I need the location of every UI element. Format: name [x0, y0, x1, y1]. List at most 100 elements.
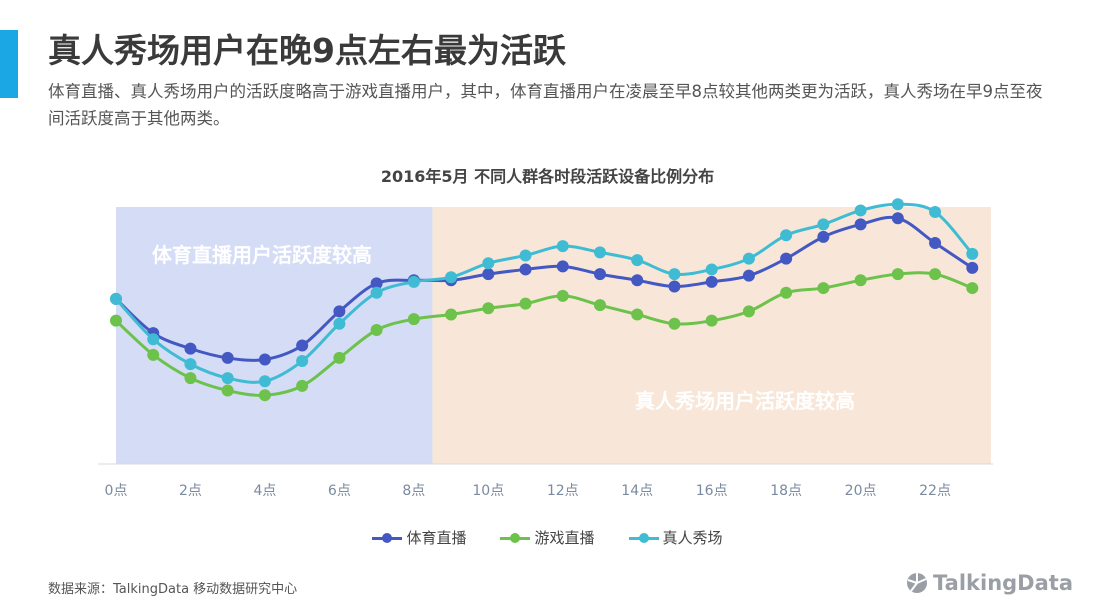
series-1-point-2	[184, 372, 197, 385]
series-0-point-4	[258, 353, 271, 366]
series-0-point-19	[817, 230, 830, 243]
legend-item-game: 游戏直播	[500, 527, 595, 548]
accent-bar	[0, 30, 18, 98]
page-title: 真人秀场用户在晚9点左右最为活跃	[48, 31, 566, 70]
series-2-point-15	[668, 268, 681, 281]
series-0-point-2	[184, 342, 197, 355]
legend-item-sports: 体育直播	[372, 527, 466, 548]
legend-swatch-sports	[372, 530, 403, 546]
series-2-point-23	[966, 247, 979, 260]
series-2-point-3	[221, 372, 234, 385]
x-tick-label-7: 14点	[621, 483, 653, 499]
series-0-point-23	[966, 261, 979, 274]
series-1-point-7	[370, 323, 383, 336]
series-2-point-2	[184, 358, 197, 371]
series-0-point-20	[854, 218, 867, 231]
x-tick-label-3: 6点	[328, 483, 351, 499]
series-2-point-14	[631, 254, 644, 267]
series-2-point-16	[705, 263, 718, 276]
series-2-point-19	[817, 218, 830, 231]
series-1-point-9	[445, 308, 458, 321]
series-1-point-8	[407, 313, 420, 326]
legend-label-show: 真人秀场	[662, 529, 723, 547]
series-2-point-13	[593, 246, 606, 259]
legend-swatch-game	[500, 530, 531, 546]
region-band-0	[116, 207, 433, 464]
series-2-point-20	[854, 204, 867, 217]
series-1-point-18	[780, 286, 793, 299]
series-2-point-18	[780, 229, 793, 242]
series-1-point-15	[668, 317, 681, 330]
series-2-point-5	[296, 355, 309, 368]
series-1-point-23	[966, 282, 979, 295]
legend-label-sports: 体育直播	[406, 529, 467, 547]
x-tick-label-1: 2点	[179, 483, 202, 499]
series-1-point-0	[110, 314, 122, 327]
brand-name: TalkingData	[933, 571, 1073, 595]
series-0-point-18	[780, 252, 793, 265]
page-subtitle: 体育直播、真人秀场用户的活跃度略高于游戏直播用户，其中，体育直播用户在凌晨至早8…	[48, 82, 1043, 128]
legend-label-game: 游戏直播	[534, 529, 595, 547]
series-1-point-21	[891, 268, 904, 281]
series-1-point-1	[147, 348, 160, 361]
brand-icon	[907, 573, 928, 593]
series-0-point-21	[891, 212, 904, 225]
legend-swatch-show	[628, 530, 659, 546]
region-label-0: 体育直播用户活跃度较高	[152, 243, 372, 267]
series-1-point-22	[929, 268, 942, 281]
series-2-point-7	[370, 286, 383, 299]
x-tick-label-9: 18点	[770, 483, 802, 499]
series-2-point-22	[929, 205, 942, 218]
series-0-point-10	[482, 268, 495, 281]
region-label-1: 真人秀场用户活跃度较高	[635, 389, 855, 413]
series-1-point-6	[333, 351, 346, 364]
series-1-point-20	[854, 274, 867, 287]
series-2-point-12	[556, 240, 569, 253]
series-0-point-15	[668, 280, 681, 293]
legend-item-show: 真人秀场	[628, 527, 723, 548]
series-2-point-21	[891, 198, 904, 211]
x-tick-label-10: 20点	[845, 483, 877, 499]
series-1-point-12	[556, 289, 569, 302]
series-1-point-11	[519, 297, 532, 310]
series-2-point-9	[445, 271, 458, 284]
series-0-point-6	[333, 305, 346, 318]
series-0-point-3	[221, 351, 234, 364]
series-0-point-17	[742, 269, 755, 282]
chart-title: 2016年5月 不同人群各时段活跃设备比例分布	[380, 167, 715, 186]
series-2-point-17	[742, 252, 755, 265]
region-band-1	[432, 207, 991, 464]
x-tick-label-6: 12点	[547, 483, 579, 499]
series-2-point-0	[110, 292, 122, 305]
series-1-point-17	[742, 305, 755, 318]
series-0-point-16	[705, 275, 718, 288]
x-tick-label-2: 4点	[253, 483, 276, 499]
x-tick-label-0: 0点	[105, 483, 128, 499]
series-1-point-13	[593, 299, 606, 312]
series-0-point-14	[631, 274, 644, 287]
brand-logo: TalkingData	[905, 571, 1073, 595]
series-0-point-12	[556, 260, 569, 273]
series-0-point-11	[519, 263, 532, 276]
series-0-point-5	[296, 339, 309, 352]
series-2-point-4	[258, 375, 271, 388]
series-2-point-6	[333, 317, 346, 330]
series-2-point-10	[482, 257, 495, 270]
series-2-point-11	[519, 249, 532, 262]
chart-legend: 体育直播 游戏直播 真人秀场	[0, 527, 1095, 548]
series-0-point-22	[929, 237, 942, 250]
series-1-point-14	[631, 308, 644, 321]
x-tick-label-4: 8点	[402, 483, 425, 499]
series-1-point-4	[258, 389, 271, 402]
x-tick-label-5: 10点	[472, 483, 504, 499]
series-1-point-16	[705, 314, 718, 327]
data-source: 数据来源：TalkingData 移动数据研究中心	[48, 582, 298, 597]
series-1-point-19	[817, 282, 830, 295]
series-1-point-10	[482, 302, 495, 315]
x-tick-label-11: 22点	[919, 483, 951, 499]
series-2-point-1	[147, 333, 160, 346]
series-1-point-5	[296, 379, 309, 392]
series-0-point-7	[370, 277, 383, 290]
series-1-point-3	[221, 384, 234, 397]
